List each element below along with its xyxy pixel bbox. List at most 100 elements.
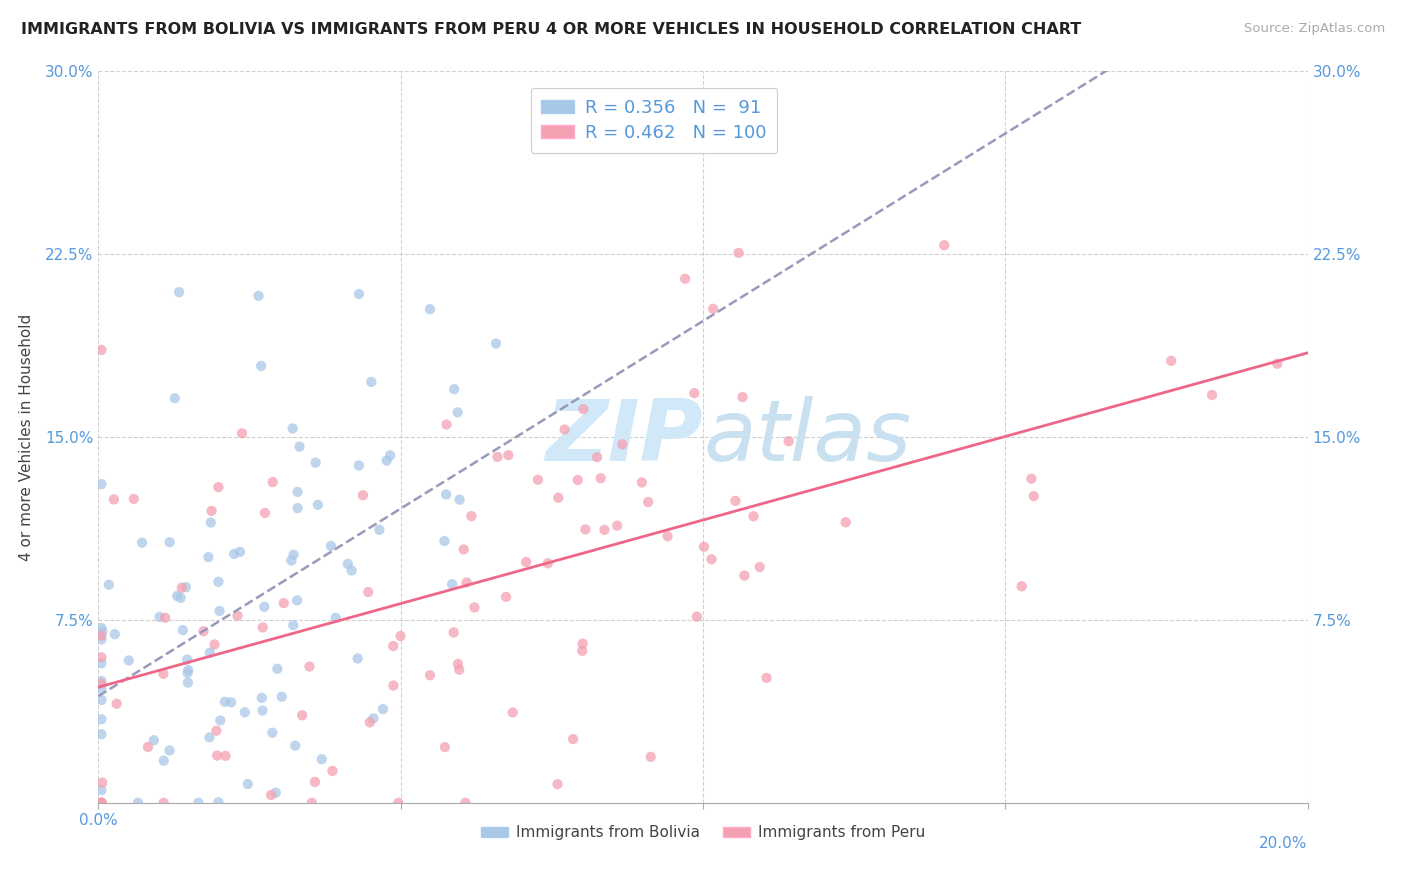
Point [731,390,754,404]
Point [1201,388,1223,402]
Point [571,637,593,651]
Point [1267,357,1289,371]
Point [250,359,273,373]
Point [554,423,576,437]
Point [748,560,770,574]
Point [97,577,120,591]
Point [198,731,221,745]
Point [252,704,274,718]
Point [90,676,112,690]
Point [260,788,283,802]
Point [270,690,292,704]
Point [456,575,478,590]
Point [693,540,716,554]
Point [103,492,125,507]
Point [283,618,305,632]
Point [287,501,309,516]
Point [371,702,394,716]
Y-axis label: 4 or more Vehicles in Household: 4 or more Vehicles in Household [18,313,34,561]
Point [174,580,197,594]
Point [284,739,307,753]
Point [283,548,305,562]
Point [105,697,128,711]
Point [357,585,380,599]
Point [200,504,222,518]
Point [562,732,585,747]
Point [193,624,215,639]
Point [612,437,634,451]
Point [363,711,385,725]
Point [359,715,381,730]
Point [340,564,363,578]
Point [347,458,370,473]
Point [90,783,112,797]
Point [205,723,228,738]
Point [571,644,593,658]
Point [205,748,228,763]
Point [498,448,520,462]
Point [198,646,221,660]
Point [778,434,800,449]
Legend: Immigrants from Bolivia, Immigrants from Peru: Immigrants from Bolivia, Immigrants from… [475,819,931,847]
Point [90,796,112,810]
Point [231,426,253,441]
Point [380,448,402,462]
Point [90,693,112,707]
Point [547,777,569,791]
Point [90,796,112,810]
Point [336,557,359,571]
Point [214,695,236,709]
Point [90,650,112,665]
Point [148,610,170,624]
Point [346,651,368,665]
Point [375,453,398,467]
Point [291,708,314,723]
Point [347,287,370,301]
Point [485,336,508,351]
Point [637,495,659,509]
Point [441,577,464,591]
Point [657,529,679,543]
Point [434,487,457,501]
Point [166,589,188,603]
Point [453,542,475,557]
Point [152,754,174,768]
Text: ZIP: ZIP [546,395,703,479]
Point [207,795,229,809]
Point [311,752,333,766]
Point [382,679,405,693]
Point [686,609,709,624]
Point [280,553,302,567]
Point [419,668,441,682]
Point [285,593,308,607]
Point [91,624,114,639]
Point [90,796,112,810]
Point [229,545,252,559]
Point [152,796,174,810]
Point [389,629,412,643]
Point [91,775,114,789]
Point [724,494,747,508]
Point [131,535,153,549]
Point [1021,472,1043,486]
Point [436,417,458,432]
Point [515,555,537,569]
Point [304,456,326,470]
Point [304,775,326,789]
Point [449,492,471,507]
Point [449,663,471,677]
Point [460,509,482,524]
Point [176,652,198,666]
Point [90,632,112,647]
Point [247,289,270,303]
Point [152,666,174,681]
Point [443,625,465,640]
Point [136,739,159,754]
Point [207,480,229,494]
Point [207,574,229,589]
Point [1022,489,1045,503]
Point [287,484,309,499]
Point [502,706,524,720]
Text: IMMIGRANTS FROM BOLIVIA VS IMMIGRANTS FROM PERU 4 OR MORE VEHICLES IN HOUSEHOLD : IMMIGRANTS FROM BOLIVIA VS IMMIGRANTS FR… [21,22,1081,37]
Point [419,302,441,317]
